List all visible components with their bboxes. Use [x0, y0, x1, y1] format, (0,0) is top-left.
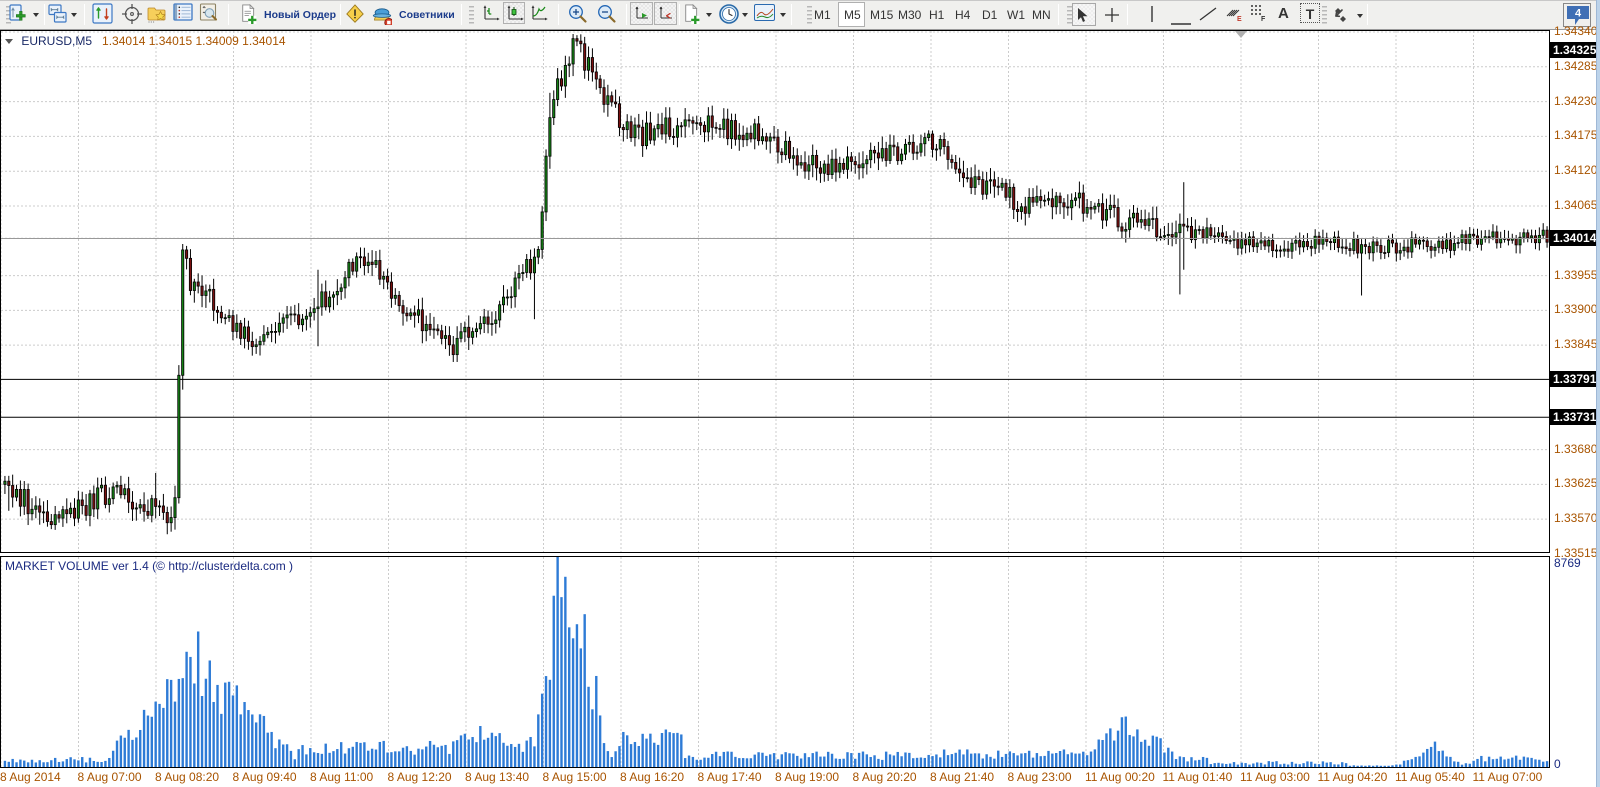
svg-text:4: 4	[1575, 8, 1582, 20]
svg-text:E: E	[1237, 16, 1242, 23]
svg-text:F: F	[1261, 16, 1266, 23]
